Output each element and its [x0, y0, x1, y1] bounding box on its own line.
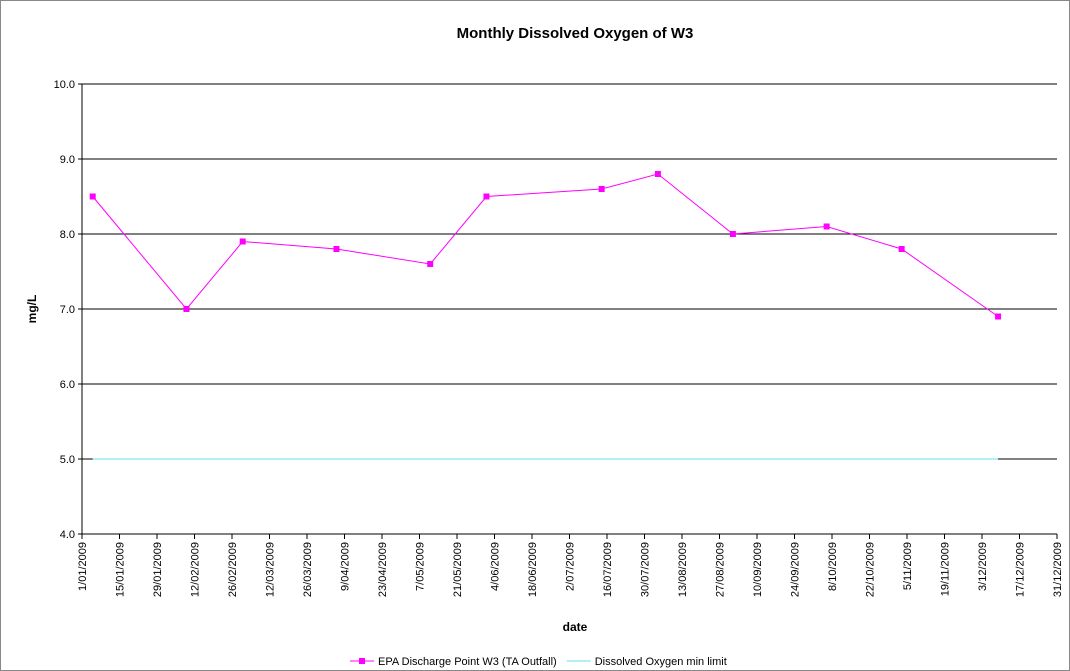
- legend-label: Dissolved Oxygen min limit: [595, 656, 727, 668]
- data-point: [483, 193, 490, 200]
- data-point: [654, 171, 661, 177]
- x-tick-label: 13/08/2009: [677, 542, 689, 597]
- x-tick-label: 18/06/2009: [527, 542, 539, 597]
- x-tick-label: 9/04/2009: [340, 542, 352, 591]
- y-tick-label: 10.0: [54, 79, 75, 91]
- y-tick-label: 8.0: [60, 229, 75, 241]
- x-tick-label: 16/07/2009: [602, 542, 614, 597]
- data-point: [823, 223, 830, 230]
- data-point: [729, 231, 736, 237]
- x-tick-label: 30/07/2009: [640, 542, 652, 597]
- y-axis-title: mg/L: [25, 295, 39, 324]
- legend-marker: [359, 658, 365, 664]
- x-tick-label: 29/01/2009: [152, 542, 164, 597]
- data-point: [898, 246, 905, 252]
- data-point: [333, 246, 340, 252]
- x-tick-label: 2/07/2009: [565, 542, 577, 591]
- x-tick-label: 5/11/2009: [902, 542, 914, 590]
- x-tick-label: 10/09/2009: [752, 542, 764, 597]
- x-tick-label: 27/08/2009: [715, 542, 727, 597]
- data-point: [598, 186, 605, 192]
- x-tick-label: 24/09/2009: [790, 542, 802, 597]
- legend: EPA Discharge Point W3 (TA Outfall) Disso…: [350, 656, 727, 668]
- chart-title: Monthly Dissolved Oxygen of W3: [457, 25, 694, 42]
- x-tick-label: 7/05/2009: [415, 542, 427, 591]
- y-tick-label: 7.0: [60, 304, 75, 316]
- x-tick-label: 15/01/2009: [115, 542, 127, 597]
- x-tick-label: 26/02/2009: [227, 542, 239, 597]
- x-tick-label: 8/10/2009: [827, 542, 839, 591]
- series-line: [92, 173, 999, 317]
- data-point: [89, 193, 96, 200]
- x-tick-label: 23/04/2009: [377, 542, 389, 597]
- data-point: [239, 238, 246, 245]
- data-point: [995, 313, 1002, 320]
- data-point: [427, 261, 434, 267]
- x-tick-label: 17/12/2009: [1015, 542, 1027, 597]
- x-tick-label: 21/05/2009: [452, 542, 464, 597]
- y-tick-label: 5.0: [60, 454, 75, 466]
- x-tick-label: 1/01/2009: [77, 542, 89, 591]
- x-tick-label: 4/06/2009: [490, 542, 502, 591]
- x-tick-label: 3/12/2009: [977, 542, 989, 591]
- x-axis-title: date: [563, 620, 588, 634]
- x-tick-label: 19/11/2009: [940, 542, 952, 596]
- x-tick-label: 22/10/2009: [865, 542, 877, 597]
- x-tick-label: 12/03/2009: [265, 542, 277, 597]
- y-tick-label: 9.0: [60, 154, 75, 166]
- x-tick-label: 31/12/2009: [1052, 542, 1064, 597]
- legend-label: EPA Discharge Point W3 (TA Outfall): [378, 656, 557, 668]
- data-point: [183, 306, 190, 312]
- x-tick-label: 26/03/2009: [302, 542, 314, 597]
- y-tick-label: 6.0: [60, 379, 75, 391]
- x-tick-label: 12/02/2009: [190, 542, 202, 597]
- y-tick-label: 4.0: [60, 529, 75, 541]
